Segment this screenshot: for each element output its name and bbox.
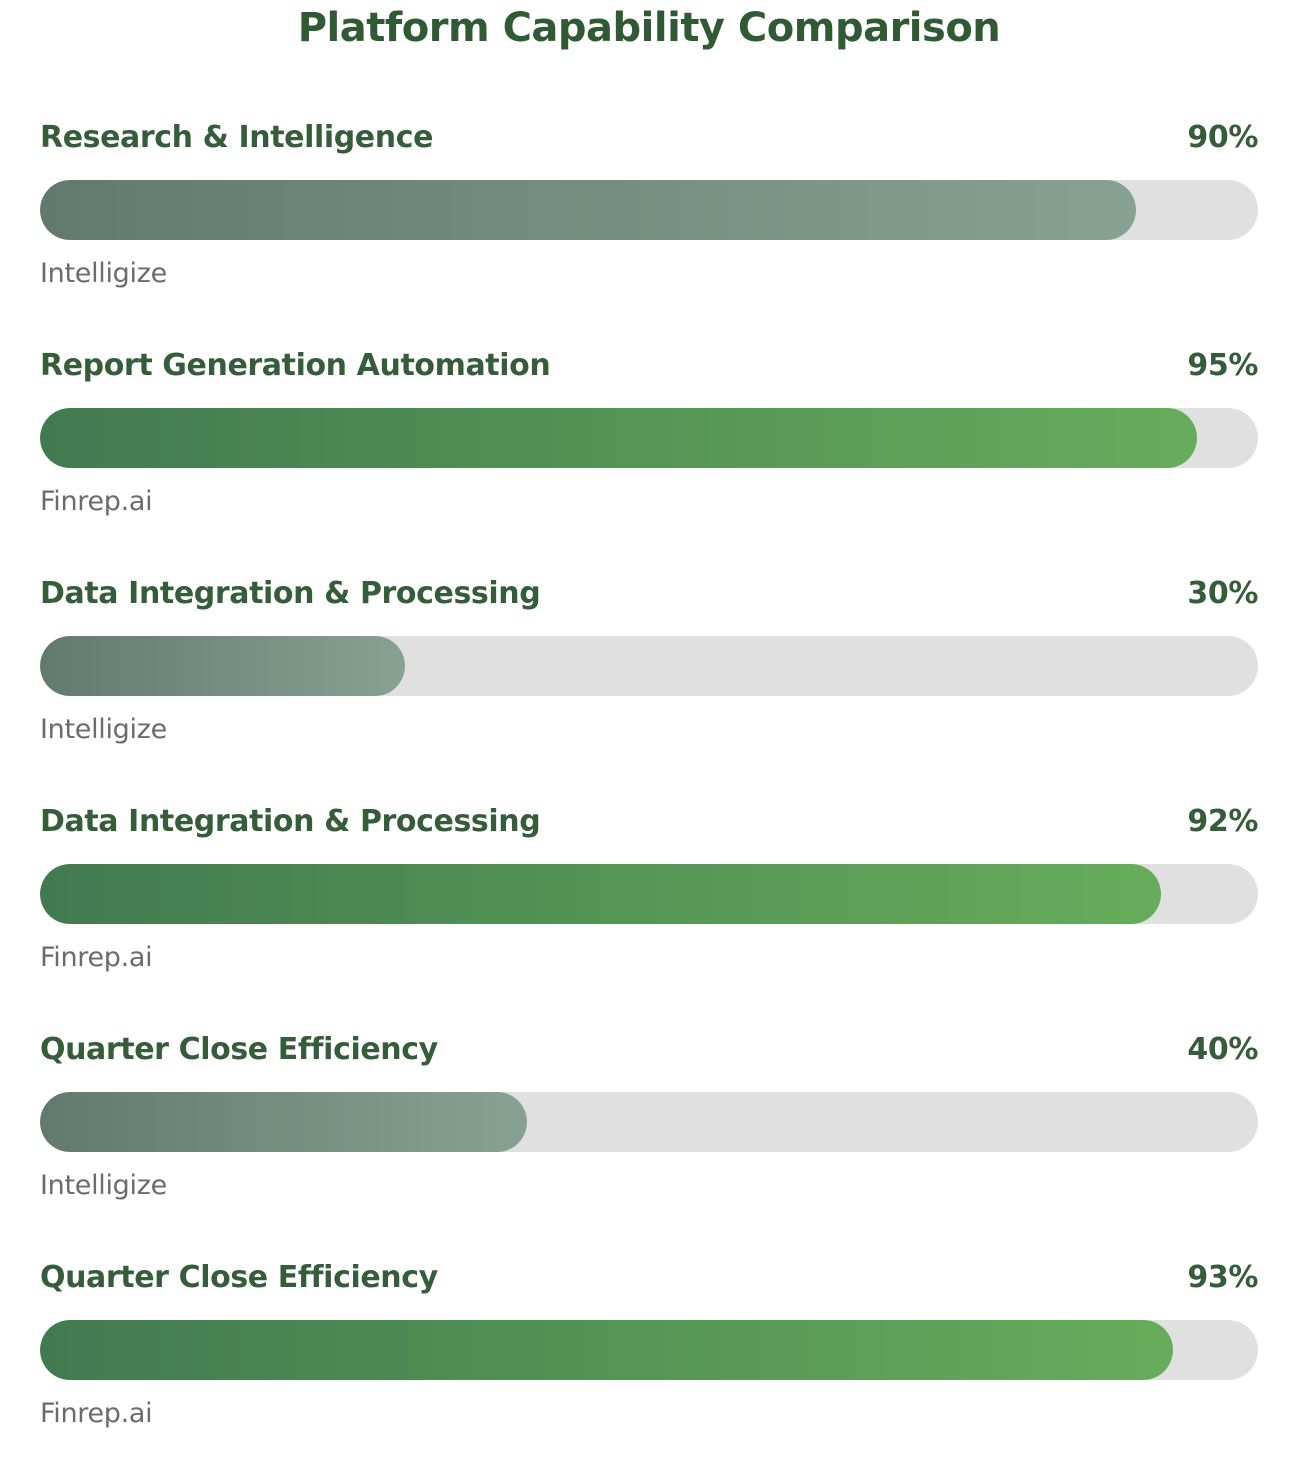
- category-label: Report Generation Automation: [40, 348, 551, 383]
- progress-bar-finrep: [40, 1320, 1173, 1380]
- progress-bar-intelligize: [40, 180, 1137, 240]
- platform-label: Finrep.ai: [40, 942, 153, 973]
- platform-label: Intelligize: [40, 714, 167, 745]
- chart-title: Platform Capability Comparison: [297, 5, 1001, 51]
- category-label: Data Integration & Processing: [40, 804, 541, 839]
- value-label: 90%: [1187, 120, 1258, 155]
- value-label: 95%: [1187, 348, 1258, 383]
- value-label: 92%: [1187, 804, 1258, 839]
- capability-row: Research & Intelligence 90% Intelligize: [40, 112, 1258, 340]
- row-header: Research & Intelligence 90%: [40, 112, 1258, 164]
- progress-track: [40, 864, 1258, 924]
- progress-track: [40, 636, 1258, 696]
- progress-bar-intelligize: [40, 1092, 528, 1152]
- value-label: 93%: [1187, 1260, 1258, 1295]
- category-label: Research & Intelligence: [40, 120, 434, 155]
- value-label: 40%: [1187, 1032, 1258, 1067]
- platform-label: Intelligize: [40, 1170, 167, 1201]
- row-header: Data Integration & Processing 30%: [40, 568, 1258, 620]
- category-label: Data Integration & Processing: [40, 576, 541, 611]
- progress-track: [40, 408, 1258, 468]
- capability-row: Report Generation Automation 95% Finrep.ai: [40, 340, 1258, 568]
- capability-row: Quarter Close Efficiency 40% Intelligize: [40, 1024, 1258, 1252]
- progress-track: [40, 1092, 1258, 1152]
- capability-row: Data Integration & Processing 30% Intellig…: [40, 568, 1258, 796]
- progress-bar-intelligize: [40, 636, 406, 696]
- platform-label: Finrep.ai: [40, 1398, 153, 1429]
- progress-track: [40, 1320, 1258, 1380]
- capability-row: Data Integration & Processing 92% Finrep.a…: [40, 796, 1258, 1024]
- platform-label: Finrep.ai: [40, 486, 153, 517]
- row-header: Report Generation Automation 95%: [40, 340, 1258, 392]
- category-label: Quarter Close Efficiency: [40, 1032, 438, 1067]
- progress-bar-finrep: [40, 864, 1161, 924]
- capability-bar-list: Research & Intelligence 90% Intelligize Rep…: [40, 112, 1258, 1480]
- row-header: Quarter Close Efficiency 93%: [40, 1252, 1258, 1304]
- platform-label: Intelligize: [40, 258, 167, 289]
- row-header: Data Integration & Processing 92%: [40, 796, 1258, 848]
- row-header: Quarter Close Efficiency 40%: [40, 1024, 1258, 1076]
- category-label: Quarter Close Efficiency: [40, 1260, 438, 1295]
- progress-track: [40, 180, 1258, 240]
- value-label: 30%: [1187, 576, 1258, 611]
- capability-row: Quarter Close Efficiency 93% Finrep.ai: [40, 1252, 1258, 1480]
- progress-bar-finrep: [40, 408, 1198, 468]
